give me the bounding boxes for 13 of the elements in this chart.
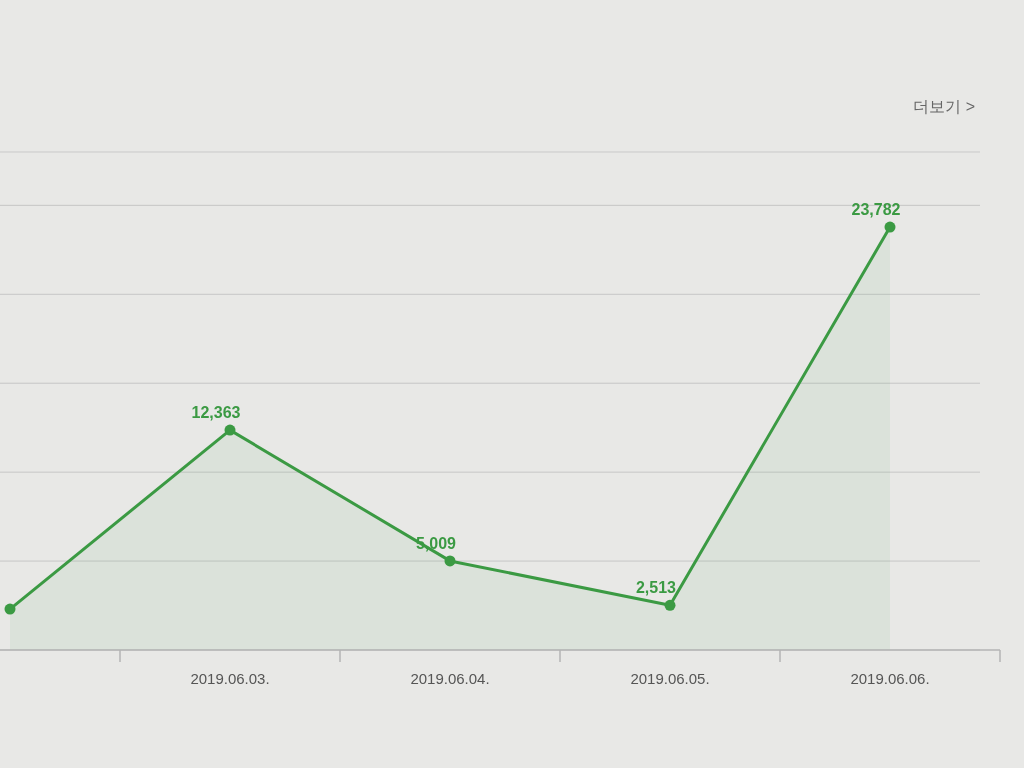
point (444, 555, 456, 567)
x-tick-label: 2019.06.05. (630, 670, 710, 687)
point (884, 221, 896, 233)
data-label: 23,782 (851, 201, 901, 219)
x-tick-label: 2019.06.04. (410, 670, 490, 687)
point (224, 424, 236, 436)
data-label: 2,513 (635, 579, 677, 597)
text: 더보기 > (913, 98, 975, 115)
point (4, 603, 16, 615)
data-label: 12,363 (191, 404, 241, 422)
x-tick-label: 2019.06.06. (850, 670, 930, 687)
x-tick-label: 2019.06.03. (190, 670, 270, 687)
point (664, 599, 676, 611)
